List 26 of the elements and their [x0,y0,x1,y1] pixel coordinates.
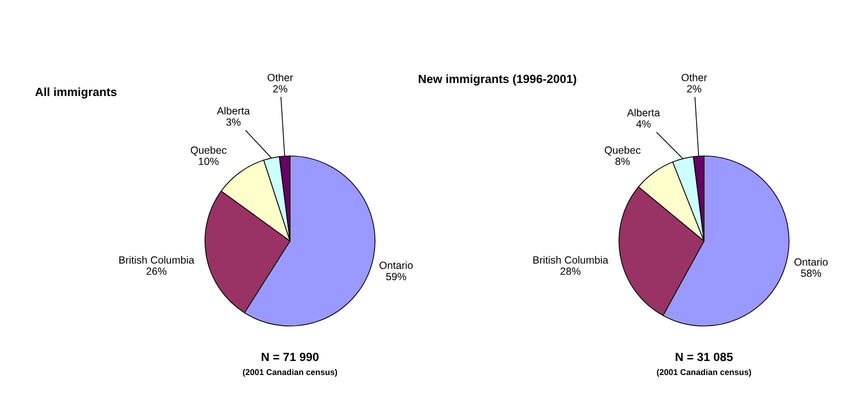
slice-label: Other [268,74,293,82]
data-label: 28% [560,268,580,275]
data-label: 26% [146,268,166,275]
data-label: 58% [801,270,822,277]
data-label: 2% [687,85,702,92]
slice-label: British Columbia [119,256,194,264]
data-label: 3% [226,118,241,126]
text: N = 31 085 [676,352,733,362]
data-label: 59% [386,272,406,280]
slice-label: Other [682,74,707,82]
slice-label: Ontario [794,258,828,266]
text: N = 71 990 [262,352,319,362]
data-label: 2% [273,85,288,92]
slice-label: British Columbia [533,256,608,264]
data-label: 4% [636,120,651,128]
text: (2001 Canadian census) [242,368,338,377]
text: (2001 Canadian census) [656,368,752,377]
slice-label: Alberta [627,108,660,116]
slice-label: Ontario [380,261,413,270]
slice-label: Quebec [604,146,640,156]
slice-label: Alberta [216,106,250,115]
slice-label: Quebec [190,146,226,156]
text: All immigrants [35,87,117,98]
chart-title: New immigrants (1996-2001) [418,74,576,86]
data-label: 10% [198,158,219,166]
data-label: 8% [615,158,630,166]
